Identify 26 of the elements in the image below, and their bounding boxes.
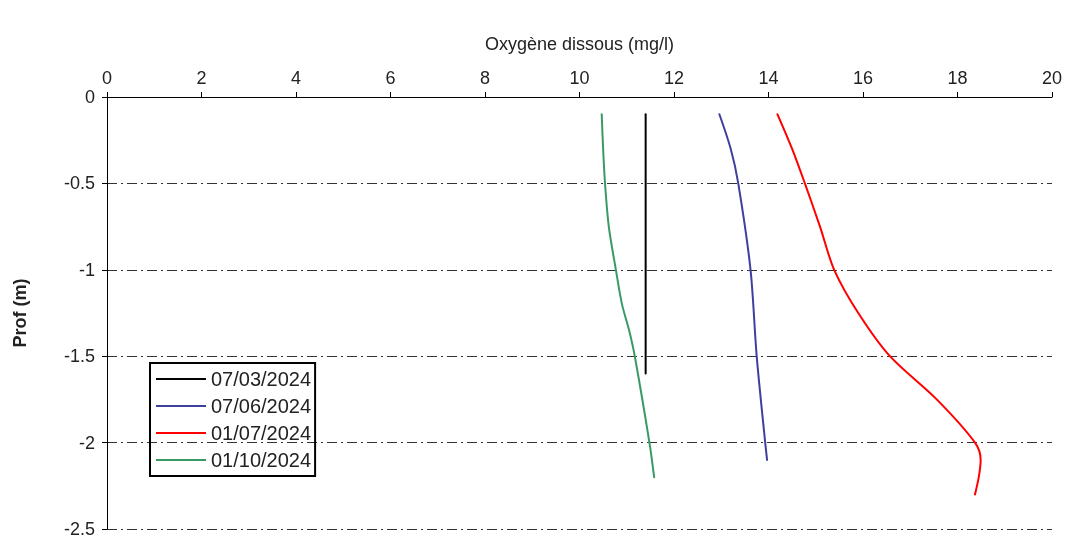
line-series (718, 113, 769, 461)
y-tick-label: -1.5 (63, 346, 95, 367)
x-tick-label: 18 (947, 68, 968, 88)
x-tick-label: 12 (663, 68, 685, 88)
x-tick-label: 16 (852, 68, 874, 88)
y-tick-label: -2 (78, 432, 95, 453)
x-tick-label: 4 (290, 68, 302, 88)
legend-label: 01/10/2024 (211, 449, 312, 471)
x-tick-label: 6 (385, 68, 396, 88)
legend-label: 01/07/2024 (211, 422, 312, 444)
x-tick-label: 0 (101, 68, 113, 88)
legend-label: 07/06/2024 (211, 395, 312, 417)
line-series (776, 113, 982, 496)
x-tick-label: 8 (479, 68, 491, 88)
x-tick-label: 20 (1041, 68, 1063, 88)
line-series (600, 113, 656, 479)
x-tick-label: 2 (196, 68, 207, 88)
y-axis-title: Prof (m) (10, 278, 30, 348)
x-tick-label: 14 (758, 68, 779, 88)
legend-label: 07/03/2024 (211, 368, 312, 390)
y-tick-label: 0 (84, 87, 95, 107)
x-axis-title: Oxygène dissous (mg/l) (484, 34, 675, 54)
x-tick-label: 10 (569, 68, 590, 88)
y-tick-label: -1 (78, 259, 95, 280)
y-tick-label: -0.5 (63, 173, 95, 194)
y-tick-label: -2.5 (63, 519, 95, 539)
